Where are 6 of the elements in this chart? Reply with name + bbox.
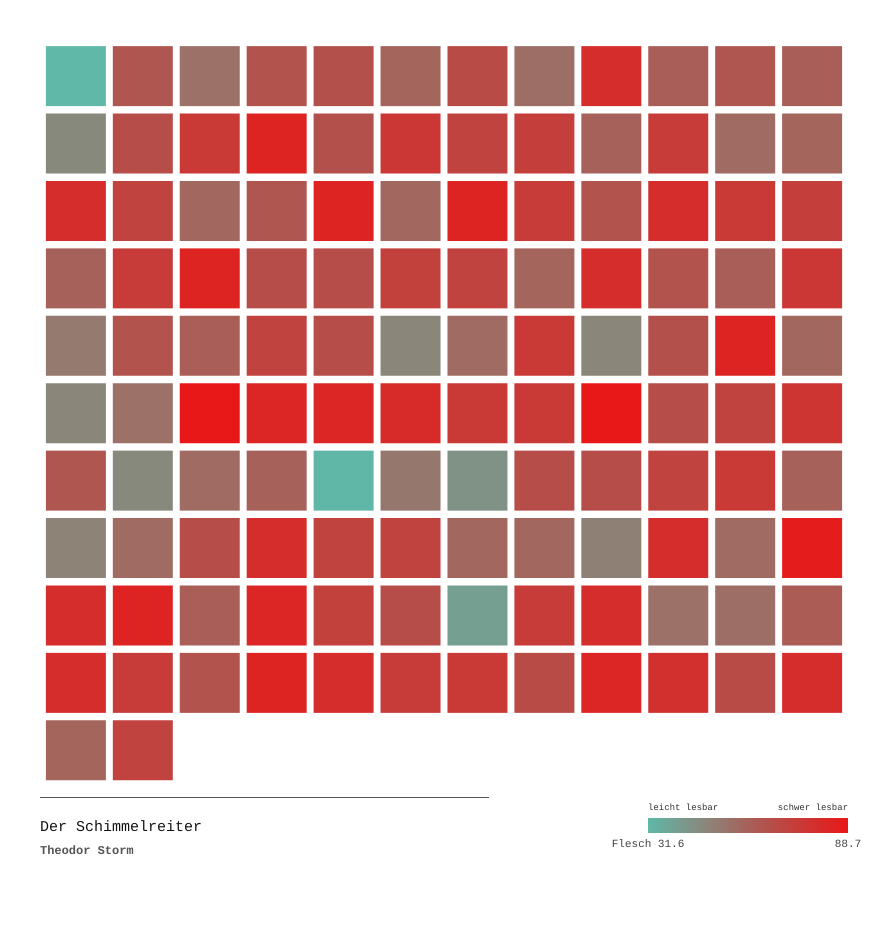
text: schwer lesbar bbox=[778, 803, 848, 813]
text: Der Schimmelreiter bbox=[40, 819, 202, 836]
color-bar-label: 88.7 bbox=[834, 839, 862, 851]
text: Theodor Storm bbox=[40, 844, 134, 858]
text: leicht lesbar bbox=[648, 803, 718, 813]
color-bar-label: Flesch 31.6 bbox=[612, 839, 684, 851]
